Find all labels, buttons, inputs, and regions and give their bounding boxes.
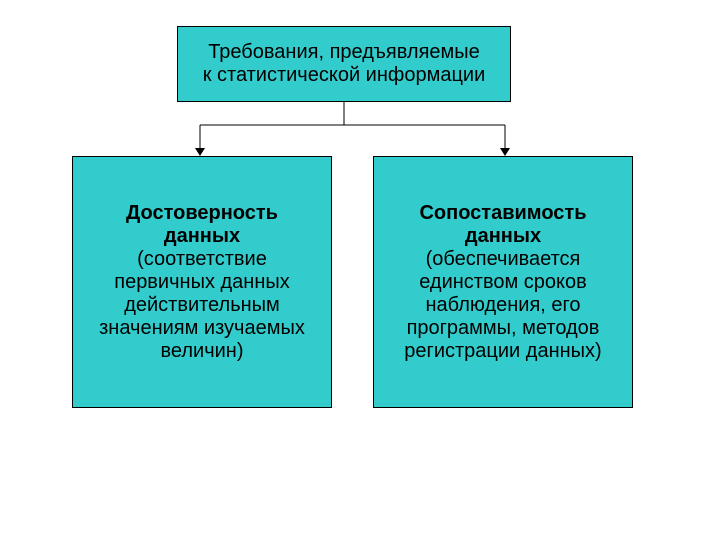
root-line1: Требования, предъявляемые	[208, 41, 480, 64]
child-node-left: Достоверность данных (соответствие перви…	[72, 156, 332, 408]
root-node: Требования, предъявляемые к статистическ…	[177, 26, 511, 102]
child-node-right: Сопоставимость данных (обеспечивается ед…	[373, 156, 633, 408]
child-title: Сопоставимость данных	[388, 202, 618, 248]
child-body: (соответствие первичных данных действите…	[87, 248, 317, 363]
child-title: Достоверность данных	[87, 202, 317, 248]
root-line2: к статистической информации	[203, 64, 486, 87]
child-body: (обеспечивается единством сроков наблюде…	[388, 248, 618, 363]
